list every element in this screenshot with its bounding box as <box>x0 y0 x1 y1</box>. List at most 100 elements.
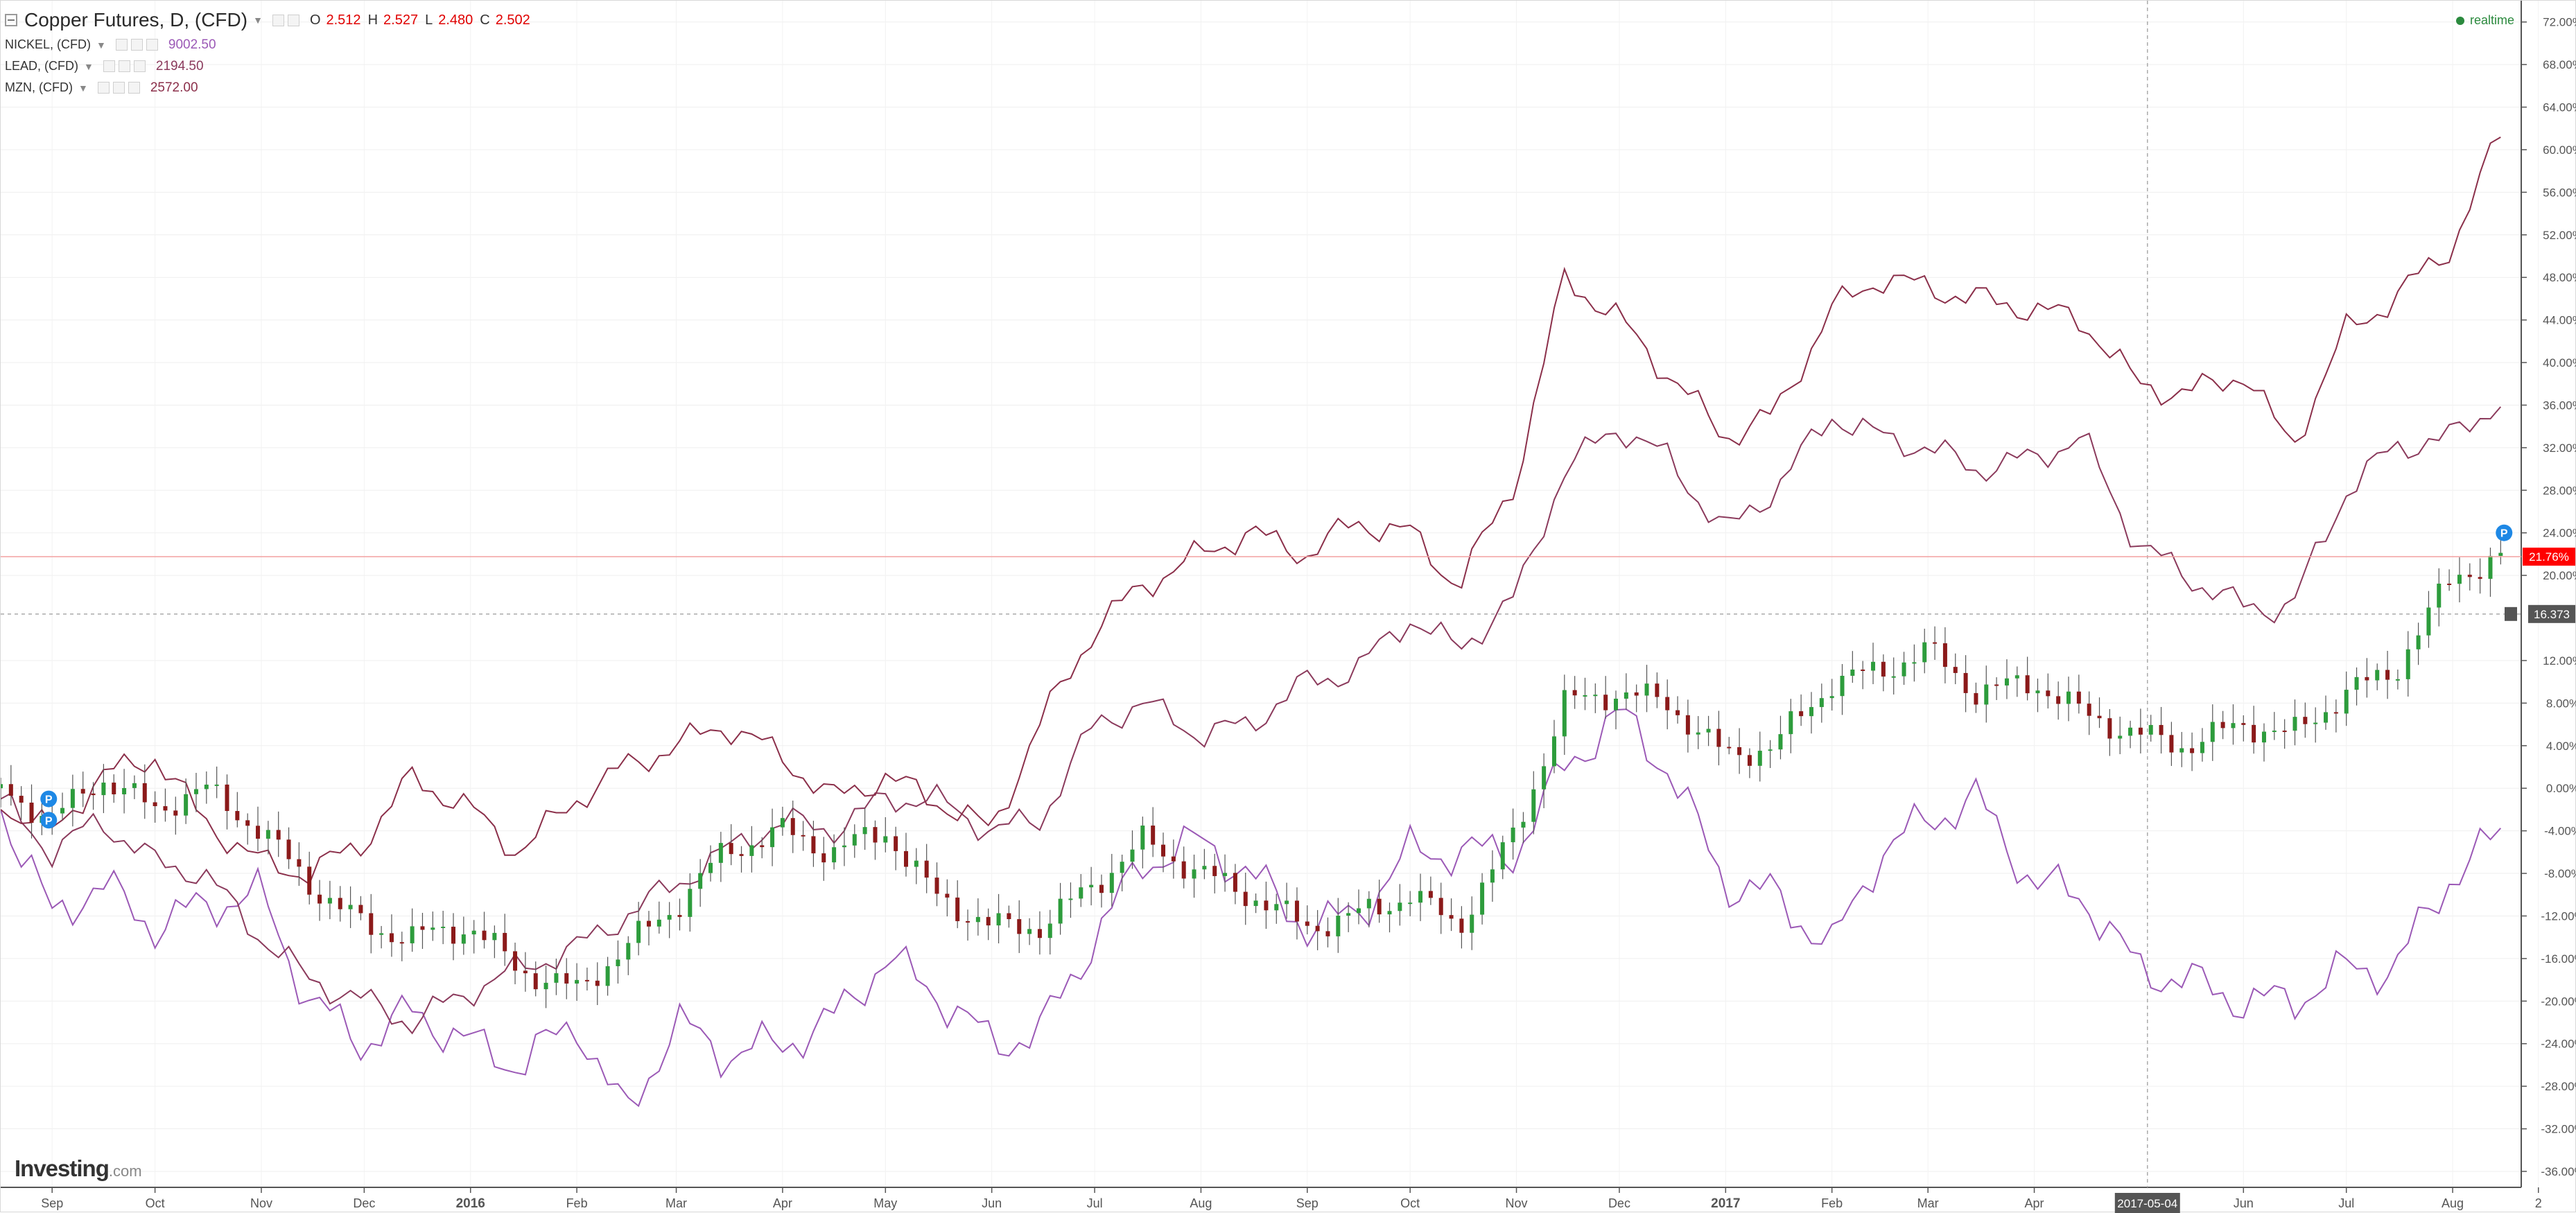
candle <box>2159 706 2164 754</box>
y-tick-label: 52.00% <box>2543 229 2576 242</box>
candle <box>1583 677 1587 710</box>
candle <box>1562 674 1567 756</box>
main-series-header[interactable]: Copper Futures, D, (CFD) ▼ O 2.512 H 2.527 L… <box>5 6 530 34</box>
close-icon[interactable] <box>133 60 146 72</box>
x-tick-label: Jun <box>2234 1196 2254 1210</box>
candle <box>1871 643 1876 685</box>
candle <box>2004 659 2009 699</box>
candle-body <box>2056 696 2061 704</box>
candle-body <box>1470 914 1474 933</box>
chevron-down-icon[interactable]: ▼ <box>84 60 94 72</box>
candle-body <box>656 919 661 927</box>
visibility-icon[interactable] <box>115 39 128 51</box>
candle <box>1727 737 1732 755</box>
candle <box>2014 666 2019 697</box>
candle <box>1387 902 1392 933</box>
close-icon[interactable] <box>146 39 158 51</box>
candle-body <box>1511 827 1515 843</box>
comparison-row[interactable]: LEAD, (CFD) ▼ 2194.50 <box>5 55 530 77</box>
candle <box>101 764 106 814</box>
candle <box>1655 672 1660 708</box>
candle <box>1 778 3 808</box>
comparison-symbol[interactable]: LEAD, (CFD) <box>5 59 79 73</box>
candle-body <box>1356 908 1361 914</box>
event-marker-icon[interactable]: P <box>2496 524 2513 541</box>
comparison-row[interactable]: MZN, (CFD) ▼ 2572.00 <box>5 77 530 98</box>
settings-icon[interactable] <box>118 60 130 72</box>
chevron-down-icon[interactable]: ▼ <box>253 15 263 26</box>
candle <box>749 826 754 873</box>
candle <box>2282 719 2287 749</box>
candle <box>441 910 446 945</box>
candle <box>698 859 703 907</box>
candle-body <box>1542 766 1547 789</box>
candle-body <box>482 930 487 941</box>
candle <box>1829 679 1834 711</box>
candle <box>996 893 1001 944</box>
candle-body <box>873 827 878 843</box>
candle <box>636 902 641 956</box>
candle <box>821 837 826 881</box>
comparison-symbol[interactable]: MZN, (CFD) <box>5 80 73 94</box>
candle <box>1757 731 1762 782</box>
x-tick-label: Nov <box>1506 1196 1528 1210</box>
candle <box>605 957 610 996</box>
comparison-row[interactable]: NICKEL, (CFD) ▼ 9002.50 <box>5 34 530 55</box>
settings-icon[interactable] <box>112 82 125 94</box>
candle-body <box>1562 690 1567 737</box>
settings-icon[interactable] <box>287 14 299 26</box>
event-marker-icon[interactable]: P <box>40 812 58 829</box>
candle <box>832 834 837 870</box>
candle-body <box>1809 707 1813 717</box>
candle-body <box>821 853 826 863</box>
candle-body <box>842 845 846 848</box>
candle-body <box>1531 789 1536 822</box>
candle <box>266 821 270 855</box>
candle-body <box>1716 728 1721 747</box>
event-marker-icon[interactable]: P <box>40 790 58 808</box>
collapse-legend-icon[interactable] <box>5 14 17 26</box>
x-tick-label: Aug <box>2442 1196 2464 1210</box>
candle-body <box>636 920 641 943</box>
candle-body <box>2097 715 2102 719</box>
candle <box>2252 706 2256 754</box>
candle <box>2076 674 2081 714</box>
chevron-down-icon[interactable]: ▼ <box>96 39 106 51</box>
candle-body <box>1449 915 1454 919</box>
comparison-symbol[interactable]: NICKEL, (CFD) <box>5 37 92 51</box>
chevron-down-icon[interactable]: ▼ <box>78 82 88 94</box>
candle-body <box>2457 575 2462 584</box>
y-tick-label: 64.00% <box>2543 101 2576 114</box>
candle-body <box>2385 670 2390 680</box>
crosshair-value-label: 16.373 <box>2534 608 2570 621</box>
candle-body <box>1840 675 1845 697</box>
visibility-icon[interactable] <box>97 82 110 94</box>
candle-body <box>1181 861 1186 879</box>
candle <box>482 911 487 949</box>
candle-body <box>2046 690 2051 697</box>
candle-body <box>1233 873 1237 892</box>
candle <box>1418 873 1423 921</box>
candle <box>19 786 24 820</box>
visibility-icon[interactable] <box>103 60 115 72</box>
candle <box>1181 846 1186 889</box>
visibility-icon[interactable] <box>272 14 284 26</box>
candle <box>1933 626 1938 660</box>
marker-circle <box>40 812 58 829</box>
candle <box>492 925 497 959</box>
candle <box>1089 866 1094 906</box>
candle <box>420 912 425 949</box>
candle <box>1881 654 1886 692</box>
candle <box>1706 715 1711 747</box>
candle-body <box>1428 891 1433 898</box>
candle-body <box>2488 555 2493 579</box>
candle-body <box>2437 584 2442 608</box>
candle <box>461 916 466 955</box>
candle <box>616 940 620 984</box>
main-series-title[interactable]: Copper Futures, D, (CFD) <box>24 9 248 30</box>
settings-icon[interactable] <box>130 39 143 51</box>
close-icon[interactable] <box>128 82 140 94</box>
candle <box>1819 683 1824 723</box>
